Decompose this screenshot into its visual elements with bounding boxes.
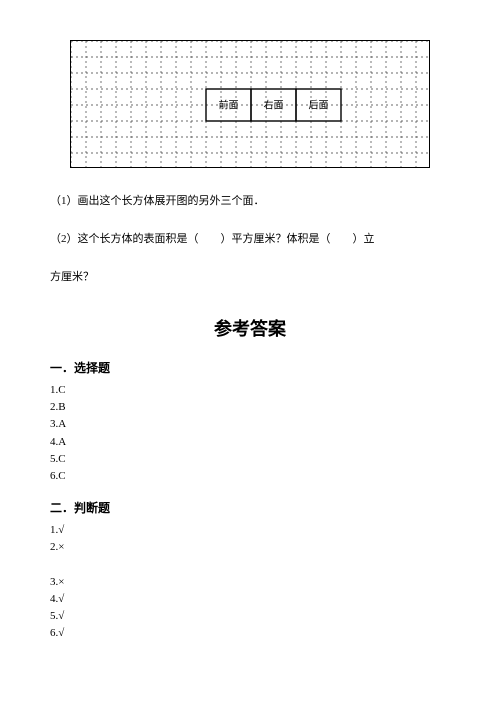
answer-item: 4.√ xyxy=(50,591,450,608)
answer-item: 6.C xyxy=(50,468,450,485)
answer-item: 3.A xyxy=(50,416,450,433)
answer-item: 2.× xyxy=(50,539,450,556)
answer-item: 2.B xyxy=(50,399,450,416)
section-judge-heading: 二．判断题 xyxy=(50,499,450,516)
answer-item: 1.C xyxy=(50,382,450,399)
answer-item: 5.√ xyxy=(50,608,450,625)
judge-answers-a: 1.√2.× xyxy=(50,522,450,556)
svg-text:后面: 后面 xyxy=(309,100,329,112)
answers-title: 参考答案 xyxy=(50,315,450,341)
answer-item: 1.√ xyxy=(50,522,450,539)
judge-answers-b: 3.×4.√5.√6.√ xyxy=(50,574,450,642)
q2-mid1: ）平方厘米？体积是（ xyxy=(221,233,331,245)
answer-item: 6.√ xyxy=(50,625,450,642)
answer-item: 4.A xyxy=(50,434,450,451)
page: 前面 右面 后面 （1）画出这个长方体展开图的另外三个面． （2）这个长方体的表面积… xyxy=(0,0,500,672)
answer-item: 5.C xyxy=(50,451,450,468)
grid-svg: 前面 右面 后面 xyxy=(71,41,430,168)
question-2-line2: 方厘米？ xyxy=(50,268,450,288)
answer-item: 3.× xyxy=(50,574,450,591)
svg-text:右面: 右面 xyxy=(264,99,284,112)
q2-pre: （2）这个长方体的表面积是（ xyxy=(50,233,199,245)
section-choice-heading: 一．选择题 xyxy=(50,359,450,376)
svg-text:前面: 前面 xyxy=(219,99,239,112)
q2-mid2: ）立 xyxy=(353,233,375,245)
question-2-line1: （2）这个长方体的表面积是（ ）平方厘米？体积是（ ）立 xyxy=(50,230,450,250)
choice-answers: 1.C2.B3.A4.A5.C6.C xyxy=(50,382,450,484)
grid-figure: 前面 右面 后面 xyxy=(70,40,430,168)
question-1: （1）画出这个长方体展开图的另外三个面． xyxy=(50,192,450,212)
